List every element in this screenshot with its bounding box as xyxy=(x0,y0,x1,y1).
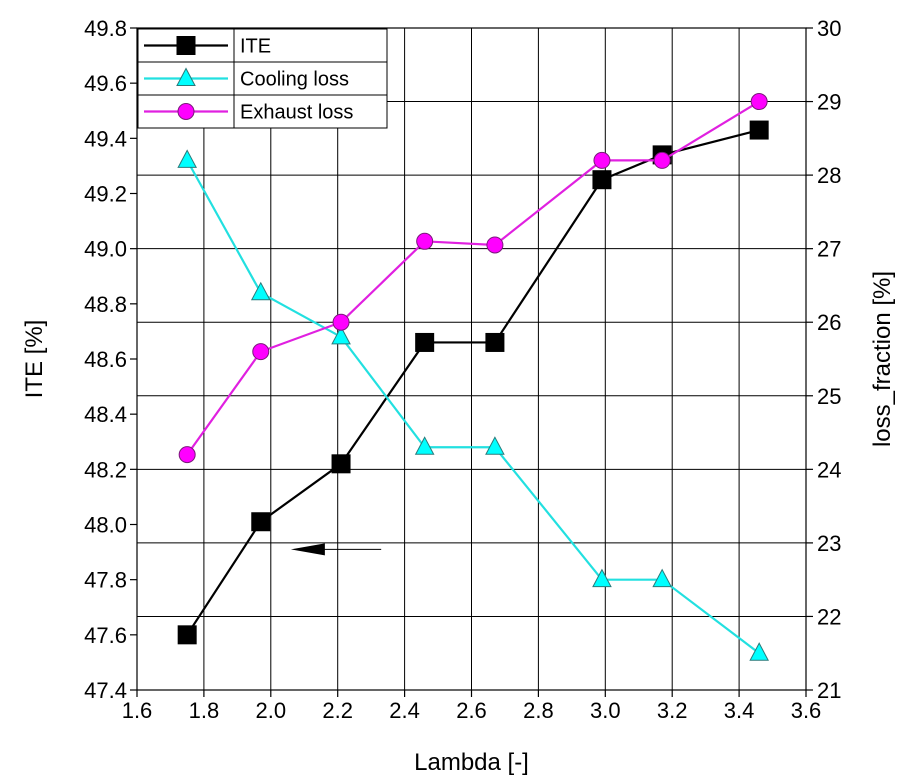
y-right-tick-label: 23 xyxy=(817,531,841,556)
y-left-tick-label: 47.6 xyxy=(84,623,127,648)
y-left-tick-label: 47.8 xyxy=(84,568,127,593)
legend-marker-cooling-loss xyxy=(176,67,196,86)
data-point-cooling-loss xyxy=(592,568,612,588)
annotation-arrow-head xyxy=(290,543,325,556)
data-point-ite xyxy=(485,332,505,352)
series-line-ite xyxy=(186,128,760,636)
data-point-cooling-loss xyxy=(749,642,770,661)
x-tick-label: 3.6 xyxy=(791,698,822,723)
data-point-ite xyxy=(177,625,197,645)
data-point-ite xyxy=(592,170,612,190)
y-left-tick-label: 49.0 xyxy=(84,237,127,262)
y-left-tick-label: 48.4 xyxy=(84,402,127,427)
y-right-tick-label: 27 xyxy=(817,237,841,262)
y-left-tick-label: 49.2 xyxy=(84,182,127,207)
x-tick-label: 2.0 xyxy=(256,698,287,723)
data-point-cooling-loss xyxy=(414,436,435,455)
data-point-exhaust-loss xyxy=(593,151,611,169)
series-group xyxy=(177,93,770,661)
y-right-tick-label: 22 xyxy=(817,604,841,629)
y-left-tick-label: 48.6 xyxy=(84,347,127,372)
legend-marker-exhaust-loss xyxy=(177,103,195,120)
y-right-tick-label: 28 xyxy=(817,163,841,188)
x-tick-label: 3.2 xyxy=(657,698,688,723)
series-line-exhaust-loss xyxy=(186,100,760,456)
y-left-tick-label: 48.0 xyxy=(84,513,127,538)
data-point-cooling-loss xyxy=(177,149,198,168)
y-left-tick-label: 49.4 xyxy=(84,126,127,151)
y-axis-right-label: loss_fraction [%] xyxy=(869,271,896,447)
data-point-ite xyxy=(749,120,769,140)
x-tick-label: 2.6 xyxy=(456,698,487,723)
legend-label-ite: ITE xyxy=(240,36,271,58)
x-tick-label: 2.4 xyxy=(389,698,420,723)
data-point-cooling-loss xyxy=(331,325,351,345)
series-cooling-loss xyxy=(177,149,770,661)
annotation-arrow xyxy=(290,543,382,556)
y-right-tick-label: 25 xyxy=(817,384,841,409)
data-point-ite xyxy=(331,454,351,474)
data-point-ite xyxy=(415,332,435,352)
y-axis-left-label: ITE [%] xyxy=(21,320,48,399)
y-right-tick-label: 30 xyxy=(817,16,841,41)
data-point-ite xyxy=(251,512,271,532)
y-right-tick-label: 24 xyxy=(817,457,841,482)
data-point-exhaust-loss xyxy=(416,232,434,250)
y-left-tick-label: 47.4 xyxy=(84,678,127,703)
legend-label-cooling-loss: Cooling loss xyxy=(240,69,349,91)
x-tick-label: 3.4 xyxy=(724,698,755,723)
y-right-tick-label: 26 xyxy=(817,310,841,335)
series-exhaust-loss xyxy=(178,93,768,464)
x-tick-label: 1.6 xyxy=(122,698,153,723)
y-left-tick-label: 49.8 xyxy=(84,16,127,41)
y-right-tick-label: 21 xyxy=(817,678,841,703)
data-point-exhaust-loss xyxy=(486,236,504,254)
data-point-cooling-loss xyxy=(485,436,505,455)
legend-label-exhaust-loss: Exhaust loss xyxy=(240,102,353,124)
y-left-tick-label: 49.6 xyxy=(84,71,127,96)
legend: ITE Cooling loss Exhaust loss xyxy=(137,28,388,129)
series-line-cooling-loss xyxy=(186,159,760,655)
y-left-tick-label: 48.8 xyxy=(84,292,127,317)
data-point-exhaust-loss xyxy=(653,151,671,169)
data-point-cooling-loss xyxy=(652,568,672,588)
y-left-tick-label: 48.2 xyxy=(84,457,127,482)
data-point-exhaust-loss xyxy=(750,93,768,111)
series-ite xyxy=(177,120,769,645)
y-right-tick-label: 29 xyxy=(817,90,841,115)
data-point-exhaust-loss xyxy=(332,313,350,331)
x-tick-label: 3.0 xyxy=(590,698,621,723)
x-tick-label: 2.2 xyxy=(322,698,353,723)
x-tick-label: 1.8 xyxy=(189,698,220,723)
x-axis-label: Lambda [-] xyxy=(414,749,529,776)
x-tick-label: 2.8 xyxy=(523,698,554,723)
axis-ticks: 1.6 1.8 2.0 2.2 2.4 2.6 2.8 3.0 3.2 3.4 3.6 47.4 47.… xyxy=(84,16,841,723)
data-point-exhaust-loss xyxy=(178,446,196,464)
data-point-exhaust-loss xyxy=(252,343,270,361)
legend-marker-ite xyxy=(176,36,196,55)
data-point-cooling-loss xyxy=(250,281,271,301)
